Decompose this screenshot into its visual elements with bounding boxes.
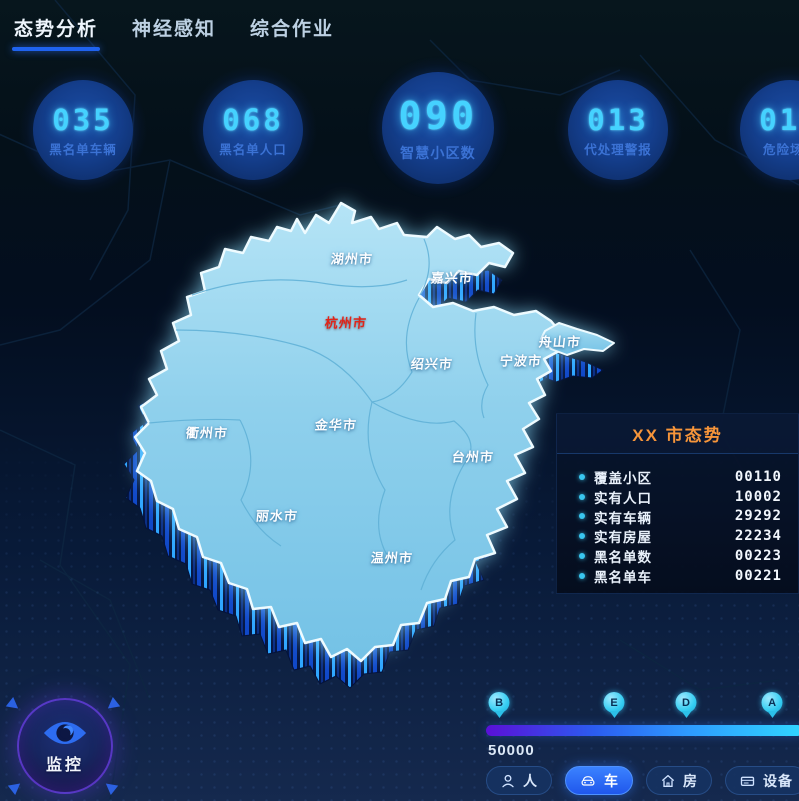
row-label: 黑名单数 [594,550,652,566]
row-label: 实有房屋 [594,530,652,546]
city-label-shaoxing[interactable]: 绍兴市 [410,356,454,372]
person-icon [502,774,514,787]
filter-label: 人 [523,772,538,789]
panel-title: XX 市态势 [632,426,723,445]
filter-house-button[interactable]: 房 [646,766,712,795]
map-surface[interactable] [133,201,615,663]
corner-triangle-icon [5,696,25,716]
marker-label: A [761,692,783,713]
stat-disc: 068 黑名单人口 [203,80,303,180]
monitor-button[interactable]: 监控 [17,698,113,794]
row-value: 10002 [734,488,782,505]
stat-value: 013 [587,102,649,137]
city-label-wenzhou[interactable]: 温州市 [370,550,414,566]
slider-value: 50000 [488,742,535,759]
bullet-icon [579,533,585,540]
bullet-icon [579,473,585,480]
city-label-taizhou[interactable]: 台州市 [451,449,495,465]
city-label-quzhou[interactable]: 衢州市 [185,425,229,441]
panel-row-coverage: 覆盖小区 00110 [557,467,798,487]
corner-triangle-icon [7,776,27,796]
row-value: 00110 [734,468,782,485]
bullet-icon [579,513,585,520]
marker-label: E [603,692,625,713]
stat-value: 019 [759,102,799,137]
city-label-huzhou[interactable]: 湖州市 [330,251,374,267]
city-label-ningbo[interactable]: 宁波市 [499,353,543,369]
filter-label: 设备 [763,772,793,789]
stat-label: 黑名单人口 [219,142,287,157]
slider-marker-d[interactable]: D [675,692,697,713]
stat-smart-communities: 090 智慧小区数 [366,56,510,200]
monitor-widget: 监控 [5,694,121,796]
row-value: 22234 [734,528,782,545]
panel-row-blacklist-count: 黑名单数 00223 [557,546,798,566]
row-value: 29292 [734,508,782,525]
stat-label: 智慧小区数 [400,145,476,162]
marker-label: B [488,692,510,713]
row-label: 覆盖小区 [594,470,652,486]
row-label: 实有车辆 [594,510,652,526]
home-icon [661,774,675,787]
panel-row-vehicles: 实有车辆 29292 [557,507,798,527]
tab-comprehensive-ops[interactable]: 综合作业 [250,19,335,40]
stat-blacklist-population: 068 黑名单人口 [189,66,317,194]
stat-disc: 090 智慧小区数 [382,72,494,184]
tab-neural-perception[interactable]: 神经感知 [132,19,217,40]
top-nav: 态势分析 神经感知 综合作业 [11,14,335,51]
layer-filter-buttons: 人 车 房 设备 [486,766,799,795]
bullet-icon [579,572,585,579]
city-label-jiaxing[interactable]: 嘉兴市 [430,270,474,286]
stat-value: 090 [398,93,478,139]
filter-label: 车 [604,772,619,789]
panel-row-population: 实有人口 10002 [557,487,798,507]
city-borders [148,238,489,591]
range-slider: B E D A 50000 [486,692,799,759]
bullet-icon [579,553,585,560]
car-icon [581,775,595,786]
corner-triangle-icon [99,776,119,796]
eye-icon [43,721,87,744]
panel-rows: 覆盖小区 00110 实有人口 10002 实有车辆 29292 实有房屋 22… [557,454,798,586]
row-value: 00221 [734,567,782,584]
stat-disc: 013 代处理警报 [568,80,668,180]
corner-triangle-icon [101,696,121,716]
slider-marker-b[interactable]: B [488,692,510,713]
tab-situation-analysis[interactable]: 态势分析 [11,14,101,51]
row-label: 黑名单车 [594,569,652,585]
row-value: 00223 [734,548,782,565]
filter-device-button[interactable]: 设备 [725,766,799,795]
city-label-lishui[interactable]: 丽水市 [255,508,299,524]
device-icon [740,776,755,786]
stat-label: 黑名单车辆 [49,142,117,157]
slider-track[interactable] [486,725,799,736]
city-label-hangzhou[interactable]: 杭州市 [324,315,368,331]
row-label: 实有人口 [594,490,652,506]
panel-row-houses: 实有房屋 22234 [557,526,798,546]
filter-person-button[interactable]: 人 [486,766,552,795]
stat-dangerous-places: 019 危险场所 [726,66,799,194]
monitor-label: 监控 [45,756,84,774]
slider-marker-e[interactable]: E [603,692,625,713]
filter-vehicle-button[interactable]: 车 [565,766,633,795]
filter-label: 房 [683,772,698,789]
slider-marker-a[interactable]: A [761,692,783,713]
stat-pending-alerts: 013 代处理警报 [554,66,682,194]
stat-disc: 035 黑名单车辆 [33,80,133,180]
city-label-zhoushan[interactable]: 舟山市 [538,334,582,350]
stat-value: 068 [222,102,284,137]
stat-value: 035 [52,102,114,137]
zhoushan-island[interactable] [540,322,615,356]
city-label-jinhua[interactable]: 金华市 [314,417,358,433]
bullet-icon [579,493,585,500]
panel-header: XX 市态势 [557,414,798,454]
stat-label: 危险场所 [762,142,799,157]
marker-label: D [675,692,697,713]
panel-row-blacklist-vehicles: 黑名单车 00221 [557,566,798,586]
stat-label: 代处理警报 [584,142,652,157]
stat-blacklist-vehicles: 035 黑名单车辆 [19,66,147,194]
city-situation-panel: XX 市态势 覆盖小区 00110 实有人口 10002 实有车辆 29292 … [556,413,799,594]
